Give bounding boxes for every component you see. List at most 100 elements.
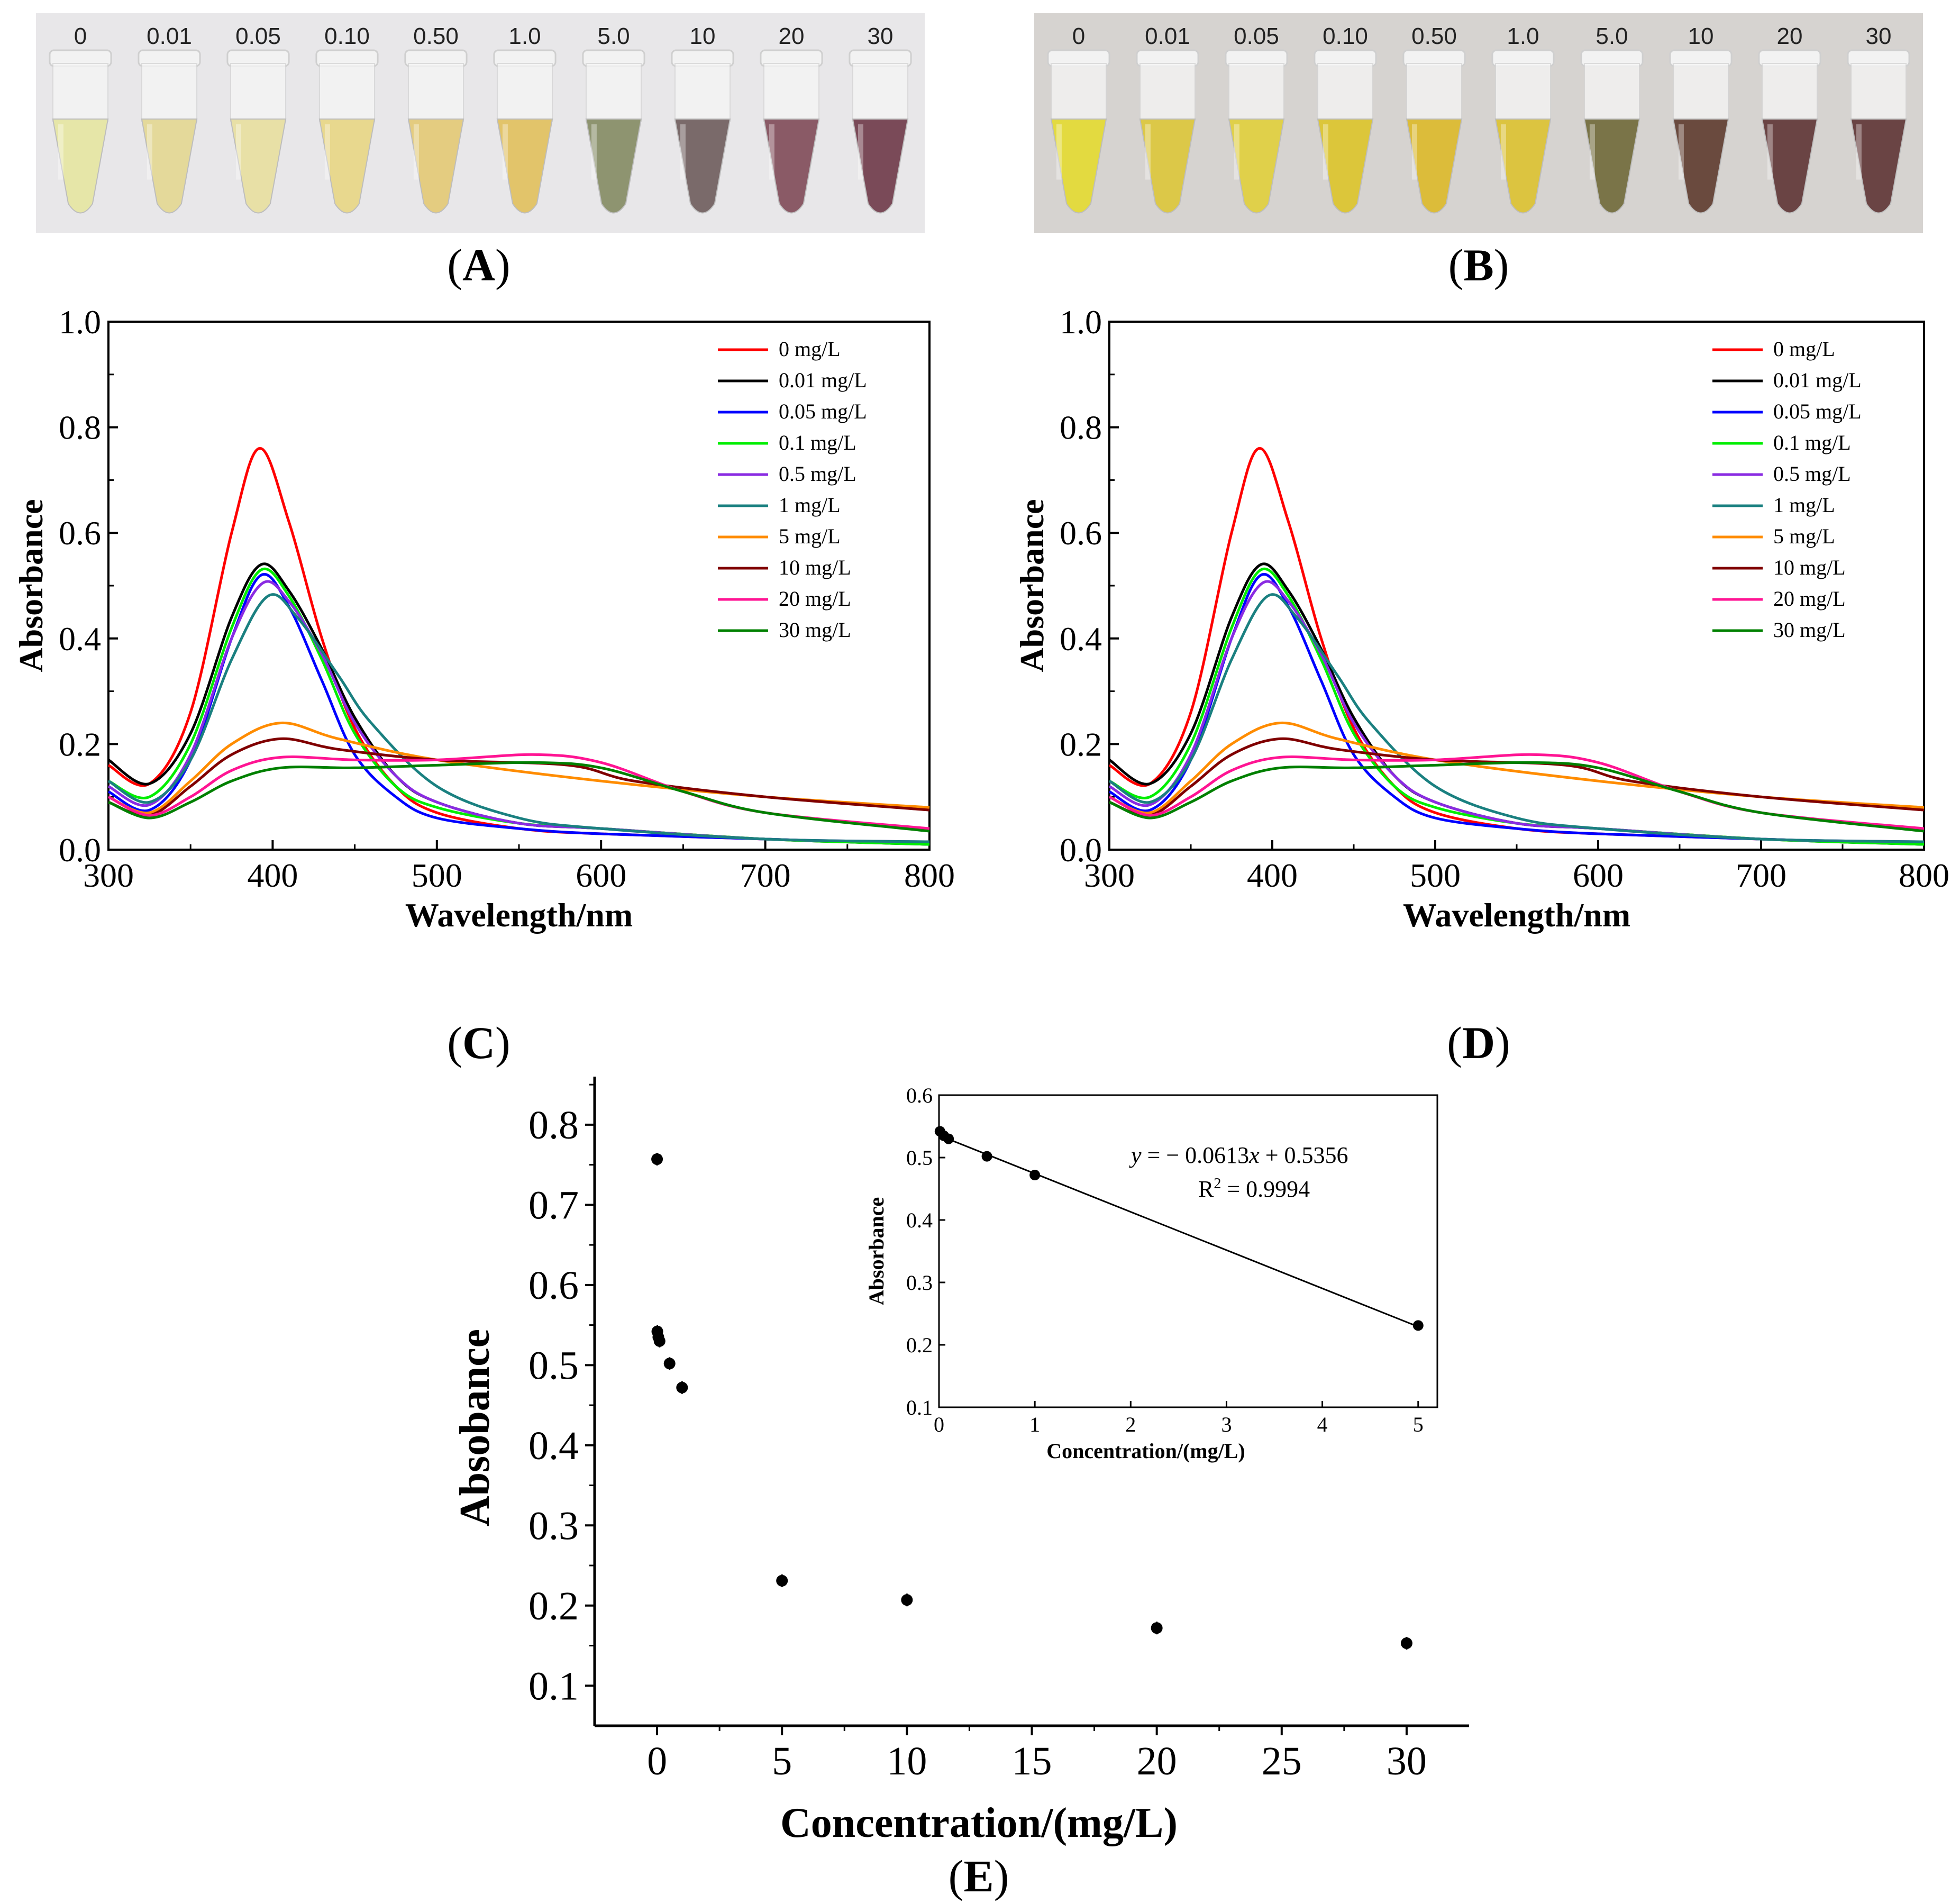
x-tick-label: 15: [1012, 1739, 1052, 1783]
x-tick-label: 600: [576, 857, 626, 894]
tube-label: 0.01: [147, 23, 192, 49]
tube-label: 0.05: [235, 23, 281, 49]
tube-body: [230, 63, 287, 122]
spectrum-series-line: [1108, 593, 1925, 843]
x-axis-title: Concentration/(mg/L): [780, 1800, 1178, 1846]
inset-y-tick-label: 0.6: [906, 1083, 933, 1107]
x-tick-label: 600: [1573, 857, 1624, 894]
legend-label: 1 mg/L: [1773, 493, 1835, 517]
tube-liquid: [852, 119, 909, 214]
tube: 0.01: [138, 23, 201, 214]
x-tick-label: 10: [887, 1739, 927, 1783]
tube-label: 1.0: [1507, 23, 1539, 49]
x-tick-label: 300: [1084, 857, 1135, 894]
tube-body: [1672, 63, 1729, 122]
tube: 0: [1047, 23, 1110, 214]
spectrum-chart-c: 300 400 500 600 700 800 0.0 0.2 0.4 0.6 0.8 1.0 Wave…: [12, 303, 955, 934]
y-tick-label: 0.8: [528, 1103, 579, 1148]
tube-liquid: [1317, 119, 1374, 214]
spectrum-chart-d: 300 400 500 600 700 800 0.0 0.2 0.4 0.6 0.8 1.0 Wave…: [1013, 303, 1949, 934]
calibration-inset: 0 1 2 3 4 5 0.1 0.2 0.3 0.4 0.5 0.6 Concentration/(m…: [864, 1083, 1438, 1463]
tube-highlight: [1234, 124, 1239, 180]
tube: 1.0: [493, 23, 557, 214]
y-tick-label: 0.3: [528, 1504, 579, 1548]
tube-highlight: [769, 124, 774, 180]
x-tick-label: 400: [247, 857, 298, 894]
tube-body: [318, 63, 376, 122]
tube: 0.10: [315, 23, 379, 214]
legend-label: 0.1 mg/L: [1773, 431, 1851, 454]
scatter-point: [676, 1381, 688, 1394]
tube: 0.50: [1402, 23, 1466, 214]
legend-label: 20 mg/L: [1773, 587, 1846, 611]
tube-label: 0: [1072, 23, 1085, 49]
panel-label-c: (C): [447, 1017, 510, 1068]
tube: 10: [1669, 23, 1733, 214]
panel-label-a: (A): [447, 240, 510, 290]
inset-scatter-point: [1029, 1170, 1041, 1181]
y-tick-label: 0.6: [528, 1263, 579, 1308]
tube-label: 0.01: [1145, 23, 1190, 49]
inset-x-axis-title: Concentration/(mg/L): [1046, 1439, 1245, 1463]
tube-label: 0.50: [413, 23, 459, 49]
tube-highlight: [1500, 124, 1506, 180]
x-tick-label: 400: [1247, 857, 1298, 894]
y-tick-label: 1.0: [59, 303, 101, 341]
y-tick-label: 0.1: [528, 1664, 579, 1708]
y-tick-label: 0.0: [1060, 831, 1102, 869]
legend-label: 0.05 mg/L: [1773, 399, 1862, 423]
tube-liquid: [407, 119, 464, 214]
legend-label: 30 mg/L: [779, 618, 851, 642]
x-tick-label: 30: [1387, 1739, 1427, 1783]
tube-liquid: [585, 119, 642, 214]
tube-label: 5.0: [1596, 23, 1628, 49]
legend-label: 0 mg/L: [779, 337, 841, 361]
tube-highlight: [680, 124, 686, 180]
tube: 0.01: [1136, 23, 1199, 214]
y-tick-label: 0.2: [528, 1584, 579, 1628]
tube-body: [407, 63, 464, 122]
tube-highlight: [502, 124, 508, 180]
tube-label: 5.0: [597, 23, 630, 49]
legend-label: 5 mg/L: [1773, 524, 1835, 548]
tube: 30: [1847, 23, 1910, 214]
tube: 20: [760, 23, 823, 214]
x-tick-label: 800: [1899, 857, 1949, 894]
tube-liquid: [763, 119, 820, 214]
tube-liquid: [318, 119, 376, 214]
tube-body: [585, 63, 642, 122]
tube-body: [496, 63, 553, 122]
tube-label: 10: [1688, 23, 1714, 49]
x-tick-label: 700: [740, 857, 791, 894]
y-axis-title: Absorbance: [12, 499, 50, 672]
tube-liquid: [141, 119, 198, 214]
tube-highlight: [58, 124, 63, 180]
tube-body: [1317, 63, 1374, 122]
legend-label: 0.5 mg/L: [1773, 462, 1851, 486]
tube: 20: [1758, 23, 1821, 214]
legend-label: 10 mg/L: [1773, 556, 1846, 579]
tube-body: [1406, 63, 1463, 122]
concentration-scatter-e: 0 5 10 15 20 25 300.10.20.30.40.50.60.70.8Conc…: [452, 1077, 1469, 1846]
tube-highlight: [1145, 124, 1151, 180]
x-tick-label: 0: [647, 1739, 667, 1783]
tube-liquid: [1494, 119, 1552, 214]
spectrum-series-line: [1109, 737, 1925, 817]
tube-highlight: [147, 124, 152, 180]
tube-label: 20: [1777, 23, 1803, 49]
fit-equation: y = − 0.0613x + 0.5356: [1129, 1142, 1348, 1168]
tube-label: 30: [868, 23, 894, 49]
fit-line: [940, 1135, 1419, 1328]
tube-body: [852, 63, 909, 122]
tube-highlight: [413, 124, 419, 180]
tube: 0.05: [1225, 23, 1288, 214]
x-tick-label: 300: [83, 857, 134, 894]
tube: 0.50: [404, 23, 468, 214]
tube: 10: [671, 23, 734, 214]
legend-label: 1 mg/L: [779, 493, 841, 517]
inset-x-tick-label: 0: [934, 1413, 944, 1436]
tube-liquid: [1850, 119, 1907, 214]
tube-highlight: [1856, 124, 1862, 180]
legend-label: 0.05 mg/L: [779, 399, 867, 423]
spectrum-series-line: [108, 737, 930, 817]
